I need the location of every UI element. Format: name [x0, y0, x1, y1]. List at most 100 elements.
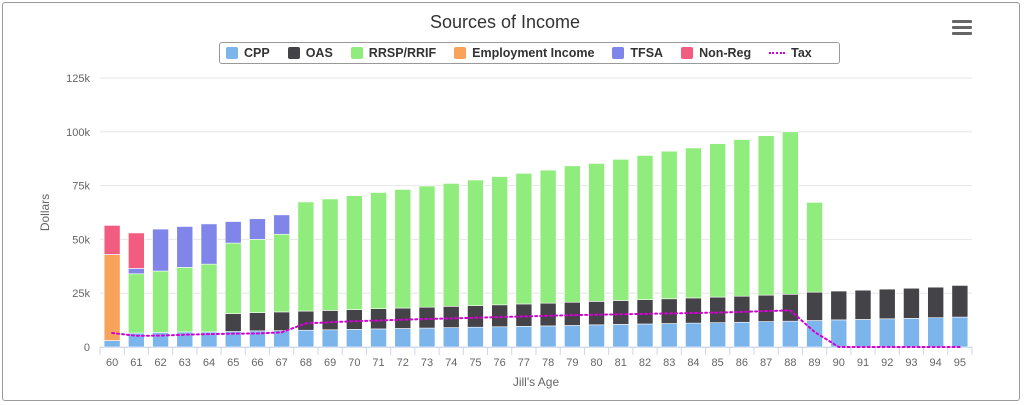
legend-label: CPP	[244, 46, 270, 60]
bar-segment-cpp	[346, 329, 363, 348]
bar-segment-oas	[491, 304, 508, 328]
bar-segment-oas	[709, 296, 726, 323]
y-tick-label: 75k	[72, 181, 90, 193]
bar-segment-tfsa	[273, 214, 290, 235]
x-tick-label: 84	[687, 357, 699, 369]
bar-segment-oas	[854, 289, 872, 320]
legend-label: OAS	[305, 46, 333, 60]
bar-segment-cpp	[394, 328, 412, 348]
bar-segment-oas	[830, 290, 848, 321]
bar-segment-rrsp-rrif	[346, 195, 363, 310]
x-tick-label: 95	[954, 357, 966, 369]
bar-segment-rrsp-rrif	[224, 242, 242, 314]
x-tick-label: 79	[566, 357, 578, 369]
y-tick-label: 100k	[66, 127, 90, 139]
bar-segment-oas	[297, 310, 315, 331]
bar-segment-oas	[685, 297, 702, 324]
y-tick-label: 25k	[72, 288, 90, 300]
bar-segment-rrsp-rrif	[128, 273, 145, 334]
x-tick-label: 83	[663, 357, 675, 369]
legend-label: TFSA	[630, 46, 664, 60]
x-tick-label: 86	[736, 357, 748, 369]
x-tick-label: 91	[857, 357, 869, 369]
x-tick-label: 90	[833, 357, 845, 369]
x-tick-label: 61	[130, 357, 142, 369]
bar-segment-tfsa	[128, 268, 145, 275]
x-tick-label: 68	[300, 357, 312, 369]
bar-segment-rrsp-rrif	[491, 176, 508, 306]
bar-segment-rrsp-rrif	[612, 159, 630, 301]
bar-segment-non-reg	[103, 225, 121, 255]
bar-segment-rrsp-rrif	[442, 183, 460, 307]
bar-segment-rrsp-rrif	[297, 201, 315, 312]
legend-item-employment-income[interactable]: Employment Income	[454, 46, 594, 60]
legend-item-tax[interactable]: Tax	[769, 46, 812, 60]
bar-segment-oas	[442, 306, 460, 328]
bar-segment-cpp	[806, 320, 823, 348]
x-tick-label: 64	[203, 357, 215, 369]
legend-label: RRSP/RRIF	[368, 46, 437, 60]
x-tick-label: 63	[179, 357, 191, 369]
bar-segment-oas	[370, 308, 387, 330]
bar-segment-oas	[660, 298, 678, 324]
legend-swatch	[681, 47, 694, 59]
chart-menu-icon[interactable]	[952, 20, 972, 36]
bar-segment-cpp	[515, 326, 533, 348]
bar-segment-rrsp-rrif	[539, 169, 557, 304]
x-tick-label: 92	[881, 357, 893, 369]
x-tick-label: 67	[276, 357, 288, 369]
bar-segment-rrsp-rrif	[515, 173, 533, 305]
x-tick-label: 65	[227, 357, 239, 369]
bar-segment-oas	[346, 309, 363, 330]
bar-segment-rrsp-rrif	[660, 150, 678, 300]
legend-item-tfsa[interactable]: TFSA	[612, 46, 663, 60]
bar-segment-rrsp-rrif	[152, 270, 169, 333]
bar-segment-oas	[782, 293, 799, 322]
x-tick-label: 60	[106, 357, 118, 369]
bar-segment-cpp	[491, 326, 508, 348]
bar-segment-cpp	[612, 324, 630, 348]
legend-swatch	[226, 47, 238, 59]
legend-swatch	[287, 47, 300, 59]
bar-segment-non-reg	[128, 232, 145, 269]
legend-item-oas[interactable]: OAS	[287, 46, 333, 60]
bar-segment-cpp	[297, 329, 315, 348]
bar-segment-oas	[927, 286, 944, 319]
bar-segment-rrsp-rrif	[200, 263, 218, 333]
bar-segment-oas	[321, 310, 339, 331]
legend-label: Non-Reg	[699, 46, 752, 60]
bar-segment-cpp	[685, 322, 702, 348]
bar-segment-oas	[418, 306, 436, 329]
bar-segment-oas	[467, 305, 484, 328]
bar-segment-cpp	[709, 322, 726, 348]
x-tick-label: 87	[760, 357, 772, 369]
x-tick-label: 78	[542, 357, 554, 369]
legend-line-swatch	[769, 52, 786, 54]
bar-segment-oas	[273, 311, 290, 331]
bar-segment-oas	[394, 307, 412, 329]
x-tick-label: 77	[518, 357, 530, 369]
bar-segment-cpp	[951, 316, 969, 348]
bar-segment-cpp	[152, 332, 169, 348]
bar-segment-oas	[612, 300, 630, 325]
bar-segment-cpp	[467, 326, 484, 348]
bar-segment-rrsp-rrif	[709, 143, 726, 298]
bar-segment-oas	[951, 285, 969, 318]
bar-segment-oas	[903, 287, 920, 319]
bar-segment-oas	[539, 302, 557, 327]
legend-item-rrsp-rrif[interactable]: RRSP/RRIF	[350, 46, 437, 60]
menu-bar	[952, 20, 972, 23]
legend-item-cpp[interactable]: CPP	[226, 46, 270, 60]
bar-segment-oas	[249, 312, 266, 332]
legend-item-non-reg[interactable]: Non-Reg	[681, 46, 751, 60]
bar-segment-tfsa	[200, 223, 218, 265]
bar-segment-rrsp-rrif	[685, 147, 702, 299]
bar-segment-cpp	[564, 325, 581, 348]
y-axis-title: Dollars	[38, 194, 52, 231]
bar-segment-rrsp-rrif	[467, 179, 484, 306]
bar-segment-rrsp-rrif	[806, 202, 823, 293]
x-axis-title: Jill's Age	[513, 375, 560, 389]
bar-segment-cpp	[370, 328, 387, 348]
x-tick-label: 71	[372, 357, 384, 369]
bar-segment-oas	[878, 288, 896, 320]
